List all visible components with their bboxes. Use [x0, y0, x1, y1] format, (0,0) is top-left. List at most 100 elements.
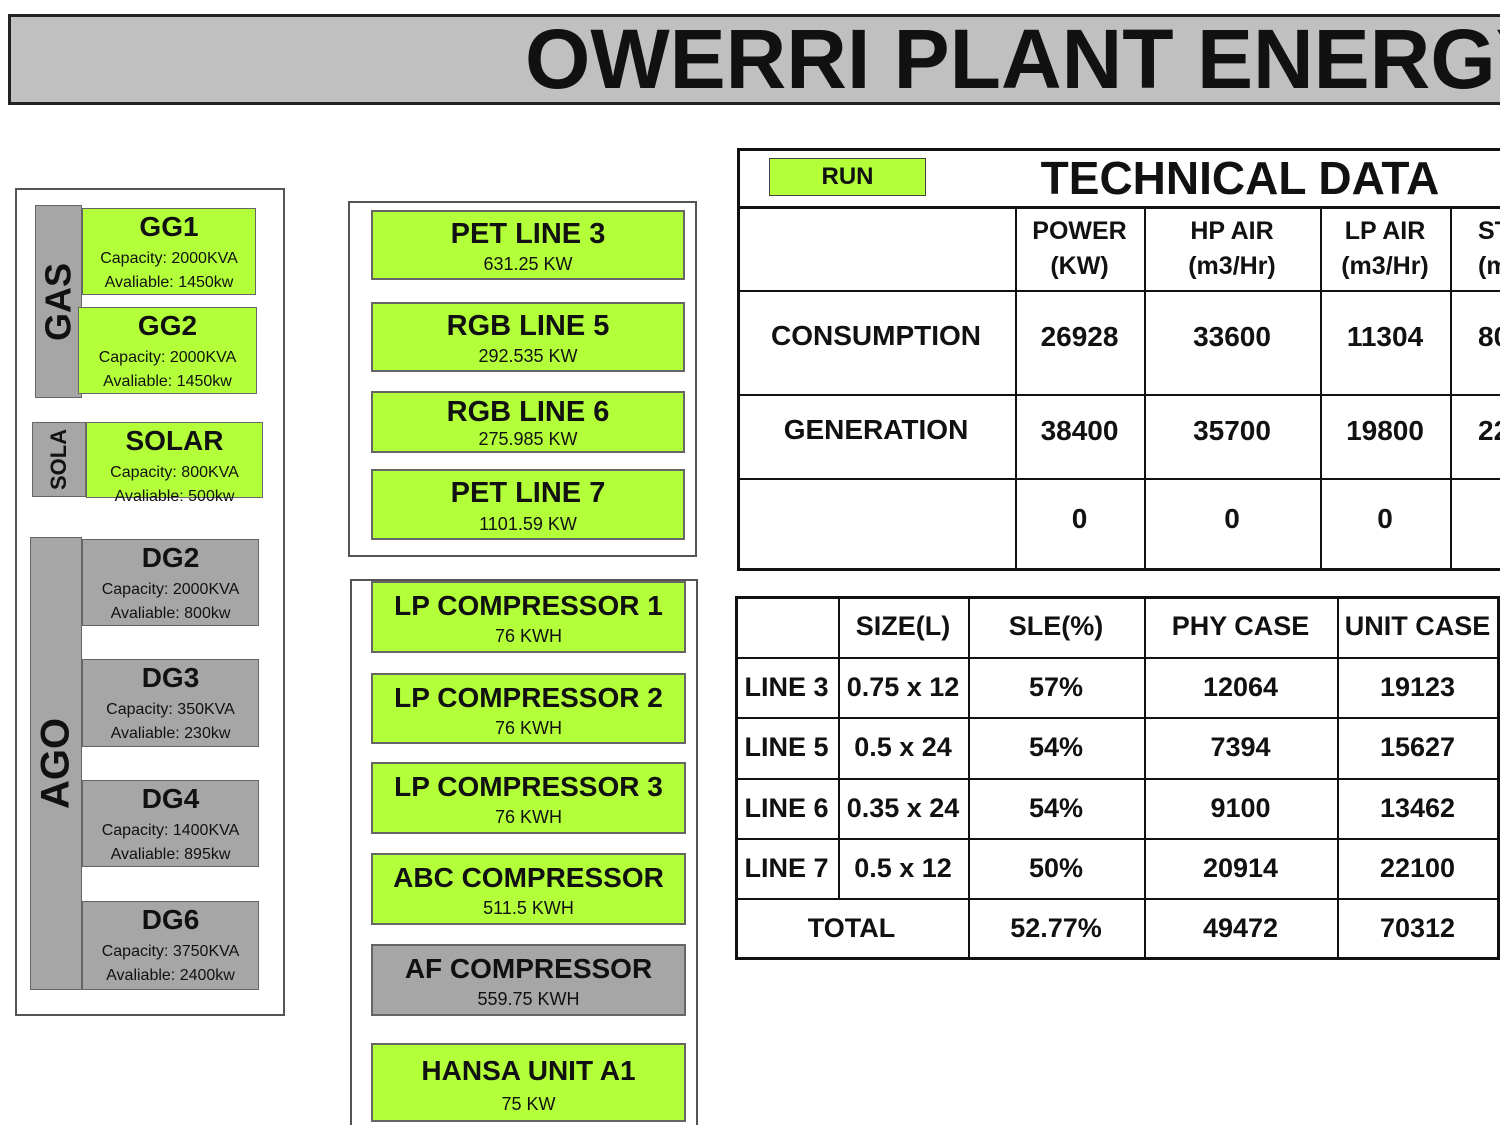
total-value: 52.77%	[1010, 912, 1102, 943]
table-value: 11304	[1346, 321, 1424, 352]
table-value: LINE 3	[744, 671, 829, 702]
table-title: TECHNICAL DATA	[1040, 151, 1440, 204]
load-value: 511.5 KWH	[483, 898, 574, 919]
load-name: HANSA UNIT A1	[421, 1054, 636, 1086]
generator-capacity: Capacity: 2000KVA	[98, 349, 237, 366]
table-value: 38400	[1040, 415, 1119, 446]
table-value: 7394	[1210, 732, 1271, 762]
generator-available: Avaliable: 2400kw	[106, 967, 235, 984]
compressor-panel	[350, 579, 698, 1125]
load-card	[371, 391, 685, 453]
total-value: 70312	[1379, 912, 1456, 943]
load-name: AF COMPRESSOR	[404, 953, 653, 985]
table-value: 80	[1478, 321, 1500, 352]
generator-capacity: Capacity: 1400KVA	[101, 822, 240, 839]
generator-card	[82, 780, 259, 867]
table-value: 0	[1224, 502, 1240, 534]
load-card	[371, 302, 685, 372]
column-header: SLE(%)	[1008, 611, 1104, 641]
column-header: (m	[1478, 251, 1500, 280]
generator-name: DG4	[141, 783, 200, 814]
production-panel	[348, 201, 697, 557]
generator-available: Avaliable: 1450kw	[103, 373, 232, 390]
generator-name: SOLAR	[125, 425, 224, 456]
load-value: 631.25 KW	[483, 253, 573, 274]
load-name: LP COMPRESSOR 3	[394, 771, 663, 803]
table-value: 0.35 x 24	[846, 792, 960, 823]
load-card	[371, 1043, 686, 1122]
table-value: 0.5 x 24	[854, 732, 952, 762]
generator-available: Avaliable: 230kw	[110, 725, 231, 742]
generator-card	[82, 659, 259, 747]
generator-panel	[15, 188, 285, 1016]
table-value: 54%	[1028, 792, 1084, 823]
load-card	[371, 853, 686, 925]
generator-card	[78, 307, 257, 394]
generator-available: Avaliable: 800kw	[110, 605, 231, 622]
column-header: POWER	[1032, 216, 1127, 245]
table-value: 0.75 x 12	[846, 671, 960, 702]
table-value: 50%	[1028, 852, 1084, 883]
table-value: 33600	[1193, 321, 1271, 352]
table-value: 12064	[1202, 671, 1279, 702]
load-name: RGB LINE 6	[446, 396, 610, 429]
table-value: 15627	[1379, 732, 1456, 762]
table-value: 19123	[1379, 671, 1456, 702]
column-header: PHY CASE	[1171, 611, 1310, 641]
group-label: AGO	[30, 537, 82, 990]
table-border	[735, 596, 1500, 960]
group-label: SOLA	[32, 422, 86, 497]
column-header: UNIT CASE	[1344, 611, 1491, 641]
table-value: LINE 7	[744, 852, 829, 883]
generator-capacity: Capacity: 3750KVA	[101, 943, 240, 960]
load-card	[371, 210, 685, 280]
group-label: GAS	[35, 205, 82, 398]
table-value: 0	[1071, 502, 1088, 534]
table-value: 35700	[1193, 415, 1271, 446]
generator-card	[82, 539, 259, 626]
table-value: 20914	[1202, 852, 1279, 883]
load-name: PET LINE 7	[450, 477, 606, 510]
row-label: GENERATION	[783, 414, 969, 445]
table-value: 22	[1478, 415, 1500, 446]
load-value: 76 KWH	[494, 717, 563, 738]
table-value: 26928	[1040, 321, 1119, 352]
table-value: 13462	[1379, 792, 1456, 823]
load-name: ABC COMPRESSOR	[393, 862, 664, 894]
load-card	[371, 581, 686, 653]
column-header: LP AIR	[1344, 216, 1426, 245]
generator-available: Avaliable: 1450kw	[104, 274, 234, 291]
load-value: 1101.59 KW	[479, 513, 577, 534]
table-value: 0.5 x 12	[854, 852, 952, 883]
total-value: 49472	[1202, 912, 1279, 943]
generator-card	[86, 422, 263, 498]
load-card	[371, 469, 685, 540]
table-value: LINE 6	[744, 792, 829, 823]
table-border	[737, 148, 1500, 571]
generator-capacity: Capacity: 2000KVA	[101, 581, 240, 598]
column-header: SIZE(L)	[855, 611, 951, 641]
load-value: 75 KW	[501, 1093, 556, 1114]
column-header: HP AIR	[1190, 216, 1274, 245]
column-header: ST	[1478, 216, 1500, 245]
load-value: 275.985 KW	[478, 428, 578, 449]
generator-card	[82, 901, 259, 990]
load-name: PET LINE 3	[450, 218, 606, 250]
generator-available: Avaliable: 895kw	[110, 846, 231, 863]
title-bar	[8, 14, 1500, 105]
load-card	[371, 673, 686, 744]
table-value: LINE 5	[744, 732, 829, 762]
generator-name: DG2	[141, 542, 200, 573]
table-value: 22100	[1379, 852, 1456, 883]
column-header: (m3/Hr)	[1341, 251, 1429, 280]
row-label: CONSUMPTION	[771, 320, 981, 351]
column-header: (m3/Hr)	[1188, 251, 1276, 280]
load-value: 292.535 KW	[478, 345, 578, 366]
load-name: LP COMPRESSOR 2	[394, 681, 663, 713]
generator-name: GG2	[137, 310, 198, 341]
load-value: 76 KWH	[494, 626, 563, 647]
generator-name: DG3	[141, 662, 200, 693]
total-label: TOTAL	[807, 912, 896, 943]
load-card	[371, 762, 686, 834]
